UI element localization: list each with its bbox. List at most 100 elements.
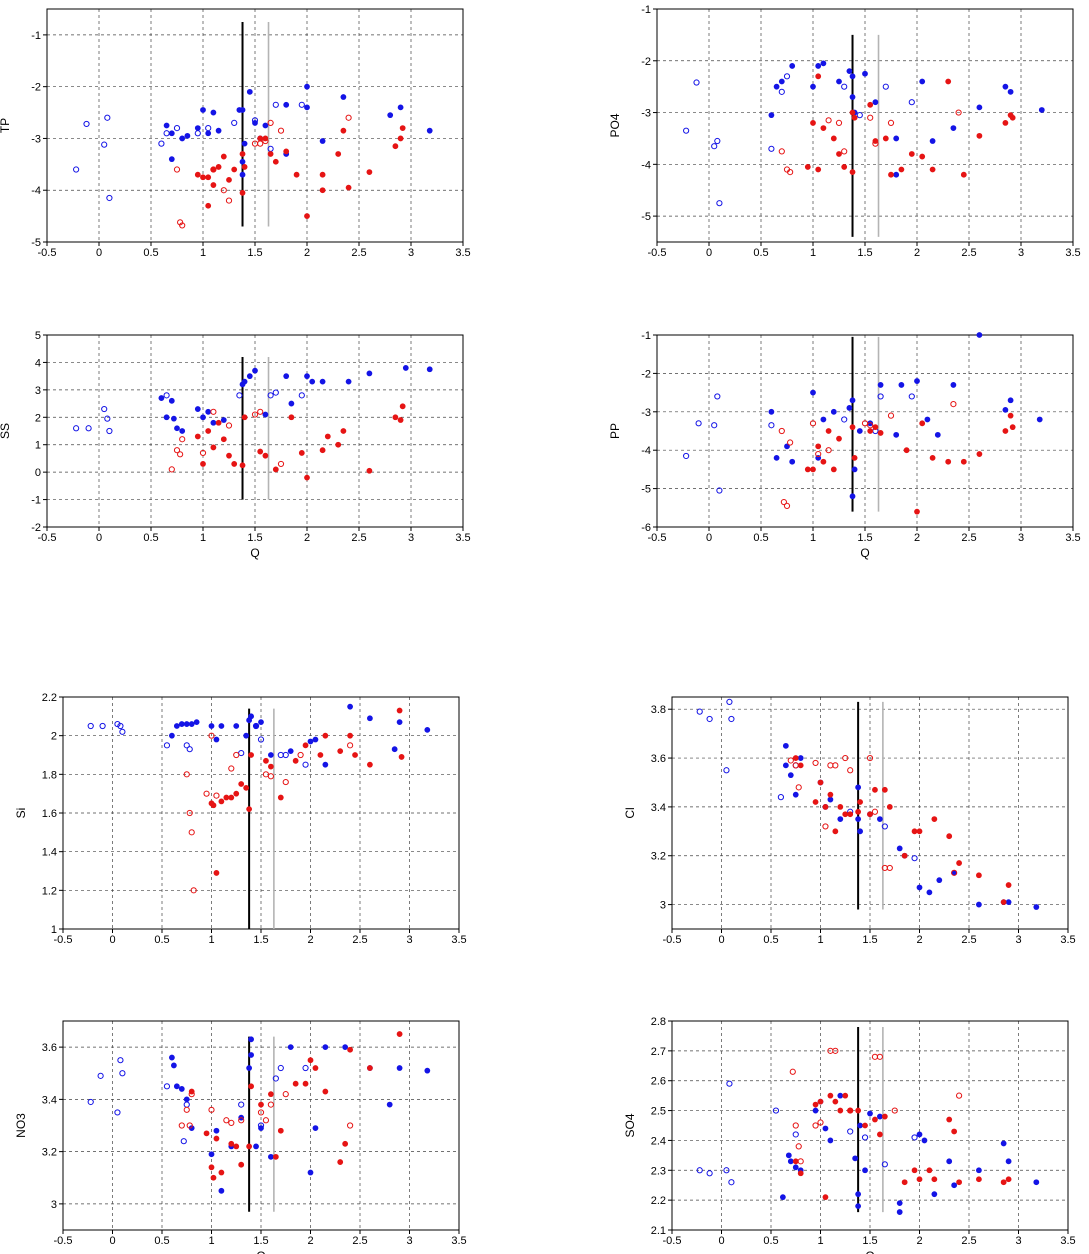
point-red-filled	[392, 143, 399, 150]
point-red-filled	[1000, 899, 1007, 906]
y-tick-label: 1	[35, 440, 41, 452]
point-red-filled	[335, 441, 342, 448]
y-tick-label: 3.6	[651, 753, 666, 765]
y-tick-label: 2.2	[651, 1195, 666, 1207]
point-red-filled	[272, 1153, 279, 1160]
x-tick-label: 1.5	[857, 247, 872, 259]
point-red-open	[213, 792, 220, 799]
point-blue-filled	[397, 104, 404, 111]
point-blue-filled	[179, 135, 186, 142]
point-blue-filled	[946, 1158, 953, 1165]
series-blue-filled	[163, 83, 433, 178]
point-red-open	[778, 148, 785, 155]
x-tick-label: 1	[208, 934, 214, 946]
point-blue-open	[881, 1161, 888, 1168]
x-tick-label: 1.5	[253, 1235, 268, 1247]
point-blue-open	[723, 1167, 730, 1174]
point-red-open	[173, 447, 181, 454]
point-red-open	[876, 1053, 884, 1060]
point-blue-filled	[810, 83, 816, 90]
point-red-filled	[817, 779, 824, 786]
x-tick-label: 3	[406, 1235, 412, 1247]
point-blue-filled	[268, 752, 274, 758]
point-red-open	[188, 1091, 195, 1098]
point-blue-filled	[893, 135, 900, 142]
point-red-filled	[218, 1169, 225, 1176]
point-blue-filled	[779, 1194, 786, 1201]
point-red-open	[815, 450, 822, 458]
y-axis-label: SO4	[623, 1113, 637, 1137]
point-red-filled	[919, 420, 926, 427]
point-red-open	[251, 411, 259, 418]
point-red-filled	[268, 1091, 274, 1098]
point-red-filled	[867, 811, 873, 818]
point-red-filled	[228, 1140, 235, 1147]
point-red-filled	[847, 811, 854, 818]
point-red-open	[267, 1101, 274, 1108]
point-red-filled	[956, 860, 962, 866]
y-tick-label: 2.2	[42, 692, 57, 704]
x-tick-label: -0.5	[54, 934, 73, 946]
scatter-plot-si: -0.5 0 0.5 1 1.5 2 2.5 3 3.5 1 1.2 1.4 1.6 1.8 2 2.2 Si	[14, 692, 467, 946]
point-blue-filled	[877, 816, 883, 823]
x-tick-label: 1.5	[862, 1235, 877, 1247]
point-red-filled	[337, 748, 344, 755]
point-red-filled	[241, 164, 248, 170]
point-blue-filled	[239, 158, 246, 165]
point-red-filled	[881, 1113, 888, 1120]
point-blue-open	[117, 722, 124, 730]
point-red-filled	[203, 1130, 210, 1137]
series-red-open	[168, 408, 285, 473]
point-red-open	[173, 166, 181, 173]
point-red-filled	[849, 109, 856, 116]
y-tick-label: 2.8	[651, 1016, 666, 1028]
point-blue-filled	[170, 1062, 177, 1069]
point-blue-open	[728, 715, 735, 723]
point-red-filled	[302, 742, 309, 749]
point-red-filled	[827, 791, 834, 798]
x-tick-label: 2.5	[351, 532, 366, 544]
x-tick-label: 3.5	[1065, 247, 1080, 259]
point-blue-filled	[936, 877, 943, 884]
point-red-filled	[292, 757, 299, 764]
point-blue-filled	[1002, 83, 1009, 90]
point-red-open	[267, 119, 274, 127]
point-blue-filled	[170, 415, 177, 422]
point-blue-open	[716, 487, 723, 494]
point-blue-filled	[322, 761, 329, 768]
point-blue-filled	[924, 416, 931, 423]
point-red-filled	[931, 1176, 938, 1183]
x-axis-label: Q	[250, 546, 259, 560]
point-blue-filled	[168, 397, 175, 404]
point-blue-filled	[851, 466, 858, 473]
point-blue-filled	[926, 889, 933, 896]
point-red-open	[822, 823, 829, 830]
point-red-open	[842, 754, 849, 762]
x-tick-label: -0.5	[648, 532, 667, 544]
point-red-filled	[851, 114, 858, 121]
x-tick-label: 1.5	[862, 934, 877, 946]
y-tick-label: -2	[641, 368, 651, 380]
point-red-filled	[872, 424, 879, 431]
series-blue-filled	[779, 1092, 1040, 1215]
point-red-filled	[916, 1176, 923, 1183]
point-blue-open	[723, 767, 730, 774]
point-blue-filled	[246, 88, 253, 95]
point-blue-open	[777, 794, 785, 801]
x-tick-label: 2.5	[352, 1235, 367, 1247]
point-blue-filled	[856, 428, 863, 434]
point-blue-filled	[283, 373, 290, 380]
point-blue-open	[272, 389, 279, 396]
point-red-open	[257, 1109, 265, 1116]
point-red-filled	[815, 73, 822, 80]
x-tick-label: 2	[914, 532, 920, 544]
x-tick-label: 0.5	[154, 1235, 169, 1247]
point-blue-open	[298, 392, 305, 399]
point-blue-filled	[877, 382, 884, 388]
point-blue-filled	[307, 1169, 314, 1176]
point-blue-open	[783, 73, 791, 80]
x-tick-label: 1	[200, 247, 206, 259]
point-red-filled	[956, 1179, 962, 1186]
point-red-open	[257, 140, 264, 147]
x-tick-label: 2	[914, 247, 920, 259]
